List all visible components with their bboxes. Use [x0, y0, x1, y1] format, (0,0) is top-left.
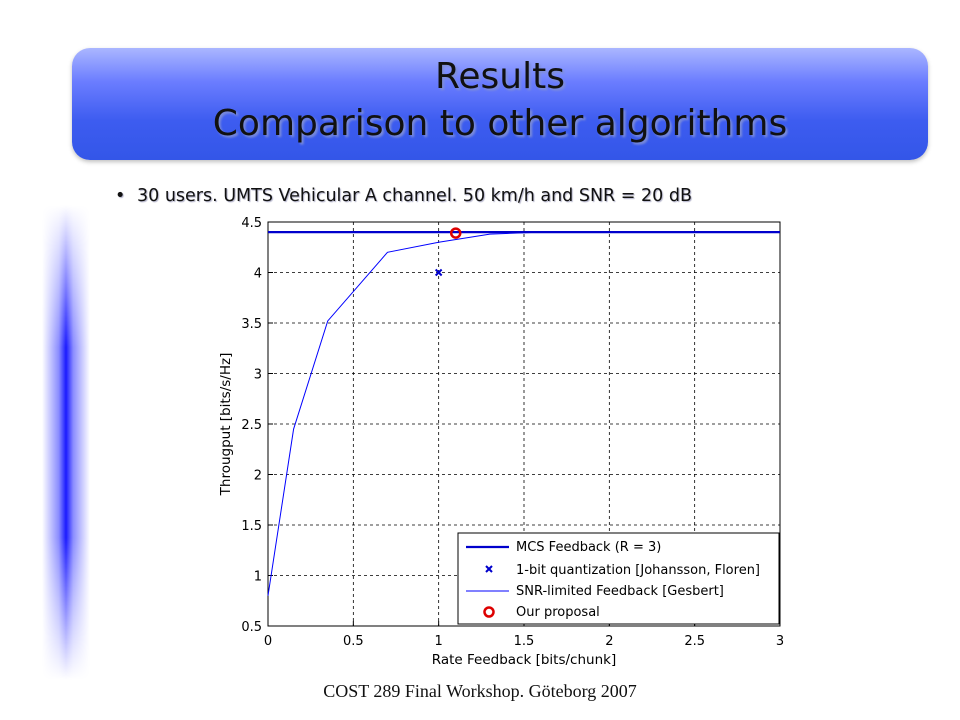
- y-axis-label: Througput [bits/s/Hz]: [218, 353, 234, 497]
- decorative-side-bar: [42, 205, 90, 680]
- legend-label-snr: SNR-limited Feedback [Gesbert]: [516, 584, 724, 599]
- y-tick-label: 4.5: [241, 216, 262, 231]
- x-marker-stroke: [434, 268, 443, 277]
- bullet-icon: •: [115, 186, 126, 206]
- x-tick-label: 2: [605, 634, 613, 649]
- series-1bit-point: [434, 268, 443, 277]
- y-tick-label: 0.5: [241, 620, 262, 635]
- y-tick-label: 4: [254, 267, 262, 282]
- legend-swatch-proposal: [483, 606, 495, 618]
- legend-label-proposal: Our proposal: [516, 605, 600, 620]
- y-tick-label: 2.5: [241, 418, 262, 433]
- x-tick-label: 0.5: [343, 634, 364, 649]
- slide-title: Results: [435, 56, 565, 97]
- series-group: [267, 227, 780, 596]
- legend-label-1bit: 1-bit quantization [Johansson, Floren]: [516, 563, 760, 578]
- legend-box: [457, 532, 780, 625]
- x-tick-label: 3: [776, 634, 784, 649]
- x-tick-label: 2.5: [684, 634, 705, 649]
- bullet-item: • 30 users. UMTS Vehicular A channel. 50 …: [115, 186, 692, 206]
- y-tick-label: 3.5: [241, 317, 262, 332]
- x-tick-label: 1.5: [514, 634, 535, 649]
- footer-text: COST 289 Final Workshop. Göteborg 2007: [323, 681, 637, 701]
- bullet-text: 30 users. UMTS Vehicular A channel. 50 k…: [137, 186, 692, 206]
- slide-subtitle: Comparison to other algorithms: [212, 103, 788, 144]
- series-proposal-point: [449, 227, 462, 239]
- y-tick-label: 2: [254, 469, 262, 484]
- y-tick-label: 1.5: [241, 519, 262, 534]
- x-axis-label: Rate Feedback [bits/chunk]: [432, 652, 616, 668]
- legend-label-mcs: MCS Feedback (R = 3): [516, 540, 661, 555]
- x-tick-label: 1: [435, 634, 443, 649]
- x-tick-label: 0: [264, 634, 272, 649]
- legend-swatch-1bit: [485, 565, 493, 573]
- axis-ticks: 0 0.5 1 1.5 2 2.5 30.511.522.533.544.5: [241, 216, 784, 649]
- legend: MCS Feedback (R = 3) 1-bit quantization …: [457, 532, 780, 625]
- title-banner: Results Comparison to other algorithms: [72, 48, 928, 160]
- y-tick-label: 1: [254, 570, 262, 585]
- y-tick-label: 3: [254, 368, 262, 383]
